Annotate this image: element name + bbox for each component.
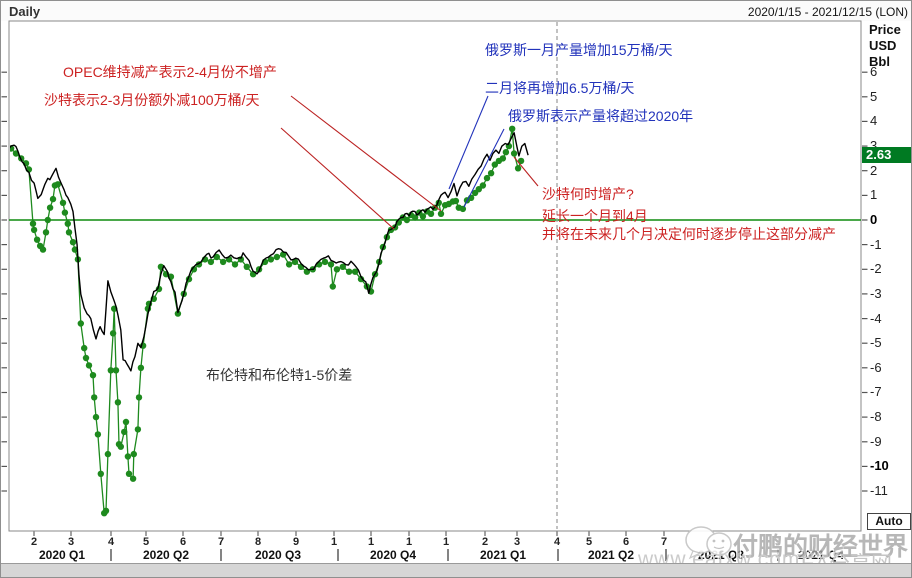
month-label: 3 [67,536,75,548]
quarter-label: 2021 Q4 [797,548,845,562]
month-label: 9 [292,536,300,548]
watermark-brand: 付鹏的财经世界 [733,533,909,561]
auto-button[interactable]: Auto [867,513,911,530]
month-label: 4 [107,536,115,548]
y-tick-label: 2 [870,162,878,178]
month-label: 4 [553,536,561,548]
annotation-text: 沙特何时增产? [542,186,634,202]
y-tick-label: -6 [870,359,882,375]
last-price-badge: 2.63 [862,147,911,163]
period-label: Daily [9,4,41,19]
y-tick-label: -1 [870,236,882,252]
window-bottom-strip [1,563,911,577]
y-tick-label: -8 [870,409,882,425]
y-tick-label: -2 [870,261,882,277]
price-axis-title: Price USD Bbl [869,22,901,70]
y-tick-label: 3 [870,138,878,154]
title-bar: Daily 2020/1/15 - 2021/12/15 (LON) [1,1,911,21]
month-label: 2 [30,536,38,548]
date-range-label: 2020/1/15 - 2021/12/15 (LON) [747,5,908,19]
annotation-text: OPEC维持减产表示2-4月份不增产 [63,64,277,80]
price-axis-title-line: Price [869,22,901,37]
month-label: 7 [660,536,668,548]
month-label: 1 [405,536,413,548]
month-label: 1 [330,536,338,548]
annotation-text: 延长一个月到4月 [542,208,648,224]
series-label: 布伦特和布伦特1-5价差 [206,367,353,383]
annotation-text: 俄罗斯一月产量增加15万桶/天 [485,42,673,58]
quarter-label: 2020 Q3 [254,548,302,562]
price-axis-title-line: Bbl [869,54,890,69]
quarter-label: 2021 Q2 [587,548,635,562]
annotation-text: 并将在未来几个月决定何时逐步停止这部分减产 [542,226,836,242]
month-label: 3 [513,536,521,548]
quarter-label: 2020 Q4 [369,548,417,562]
chat-bubble-logo-icon [685,526,732,560]
month-label: 1 [367,536,375,548]
y-tick-label: -4 [870,310,882,326]
quarter-label: 2020 Q1 [38,548,86,562]
annotation-text: 俄罗斯表示产量将超过2020年 [508,108,694,124]
y-tick-label: -3 [870,285,882,301]
month-label: 7 [217,536,225,548]
y-tick-label: -7 [870,384,882,400]
y-tick-label: 5 [870,88,878,104]
month-label: 5 [142,536,150,548]
quarter-label: 2021 Q1 [479,548,527,562]
y-tick-label: -9 [870,433,882,449]
annotation-text: 二月将再增加6.5万桶/天 [485,80,635,96]
y-tick-label: 1 [870,187,878,203]
month-label: 6 [179,536,187,548]
y-tick-label: -5 [870,335,882,351]
y-tick-label: -10 [870,458,889,474]
y-tick-label: -11 [870,483,888,499]
month-label: 6 [622,536,630,548]
quarter-label: 2020 Q2 [142,548,190,562]
month-label: 2 [481,536,489,548]
month-label: 1 [442,536,450,548]
y-tick-label: 6 [870,64,878,80]
month-label: 5 [585,536,593,548]
y-tick-label: 0 [870,212,878,227]
month-label: 8 [254,536,262,548]
price-axis-title-line: USD [869,38,897,53]
y-tick-label: 4 [870,113,878,129]
annotation-text: 沙特表示2-3月份额外减100万桶/天 [44,92,260,108]
